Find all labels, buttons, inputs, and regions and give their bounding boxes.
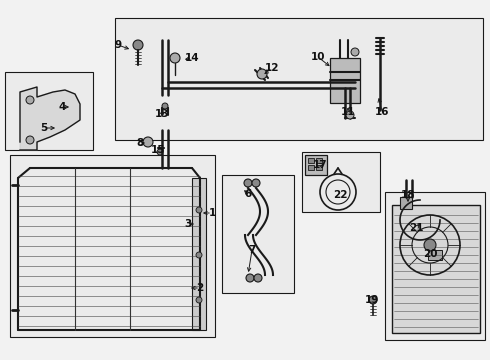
Circle shape: [26, 96, 34, 104]
Bar: [316, 165, 322, 170]
Bar: [428, 250, 442, 260]
Bar: [316, 158, 322, 163]
Circle shape: [26, 136, 34, 144]
Bar: [392, 205, 480, 333]
Text: 13: 13: [155, 109, 169, 119]
Circle shape: [369, 296, 377, 304]
Circle shape: [196, 252, 202, 258]
Bar: [302, 152, 380, 212]
Bar: [308, 165, 314, 170]
Bar: [400, 197, 412, 209]
Circle shape: [196, 297, 202, 303]
Text: 21: 21: [409, 223, 423, 233]
Bar: [115, 18, 483, 140]
Text: 8: 8: [136, 138, 144, 148]
Text: 6: 6: [245, 189, 252, 199]
Polygon shape: [20, 87, 80, 150]
Text: 7: 7: [248, 245, 256, 255]
Circle shape: [170, 53, 180, 63]
Bar: [308, 158, 314, 163]
Circle shape: [196, 207, 202, 213]
Text: 16: 16: [375, 107, 389, 117]
Text: 15: 15: [151, 145, 165, 155]
Text: 17: 17: [313, 160, 327, 170]
Circle shape: [257, 69, 267, 79]
Text: 1: 1: [208, 208, 216, 218]
Bar: [305, 155, 327, 175]
Text: 5: 5: [40, 123, 48, 133]
Bar: [5, 72, 93, 150]
Text: 3: 3: [184, 219, 192, 229]
Text: 12: 12: [265, 63, 279, 73]
Text: 11: 11: [341, 107, 355, 117]
Text: 18: 18: [401, 190, 415, 200]
Circle shape: [143, 137, 153, 147]
Text: 4: 4: [58, 102, 66, 112]
Text: 19: 19: [365, 295, 379, 305]
Circle shape: [133, 40, 143, 50]
Text: 22: 22: [333, 190, 347, 200]
Text: 14: 14: [185, 53, 199, 63]
Text: 9: 9: [115, 40, 122, 50]
Circle shape: [424, 239, 436, 251]
Circle shape: [162, 103, 168, 109]
Text: 20: 20: [423, 249, 437, 259]
Circle shape: [351, 48, 359, 56]
Circle shape: [157, 149, 163, 155]
Circle shape: [254, 274, 262, 282]
Circle shape: [244, 179, 252, 187]
Bar: [10, 155, 215, 337]
Bar: [192, 178, 206, 330]
Bar: [385, 192, 485, 340]
Bar: [330, 58, 360, 103]
Circle shape: [346, 111, 354, 119]
Circle shape: [252, 179, 260, 187]
Text: 10: 10: [311, 52, 325, 62]
Circle shape: [246, 274, 254, 282]
Bar: [222, 175, 294, 293]
Text: 2: 2: [196, 283, 204, 293]
